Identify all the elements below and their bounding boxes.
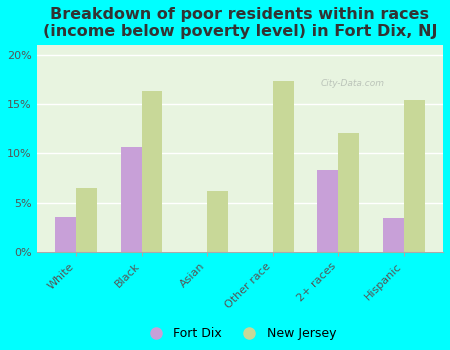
Bar xyxy=(338,133,359,252)
Bar xyxy=(273,81,293,252)
Bar xyxy=(121,147,141,252)
Bar xyxy=(76,188,97,252)
Bar xyxy=(382,218,404,252)
Title: Breakdown of poor residents within races
(income below poverty level) in Fort Di: Breakdown of poor residents within races… xyxy=(43,7,437,39)
Text: City-Data.com: City-Data.com xyxy=(321,79,385,88)
Bar xyxy=(317,170,338,252)
Bar xyxy=(404,100,425,252)
Bar xyxy=(207,191,228,252)
Legend: Fort Dix, New Jersey: Fort Dix, New Jersey xyxy=(138,322,342,345)
Bar xyxy=(141,91,162,252)
Bar xyxy=(55,217,76,252)
